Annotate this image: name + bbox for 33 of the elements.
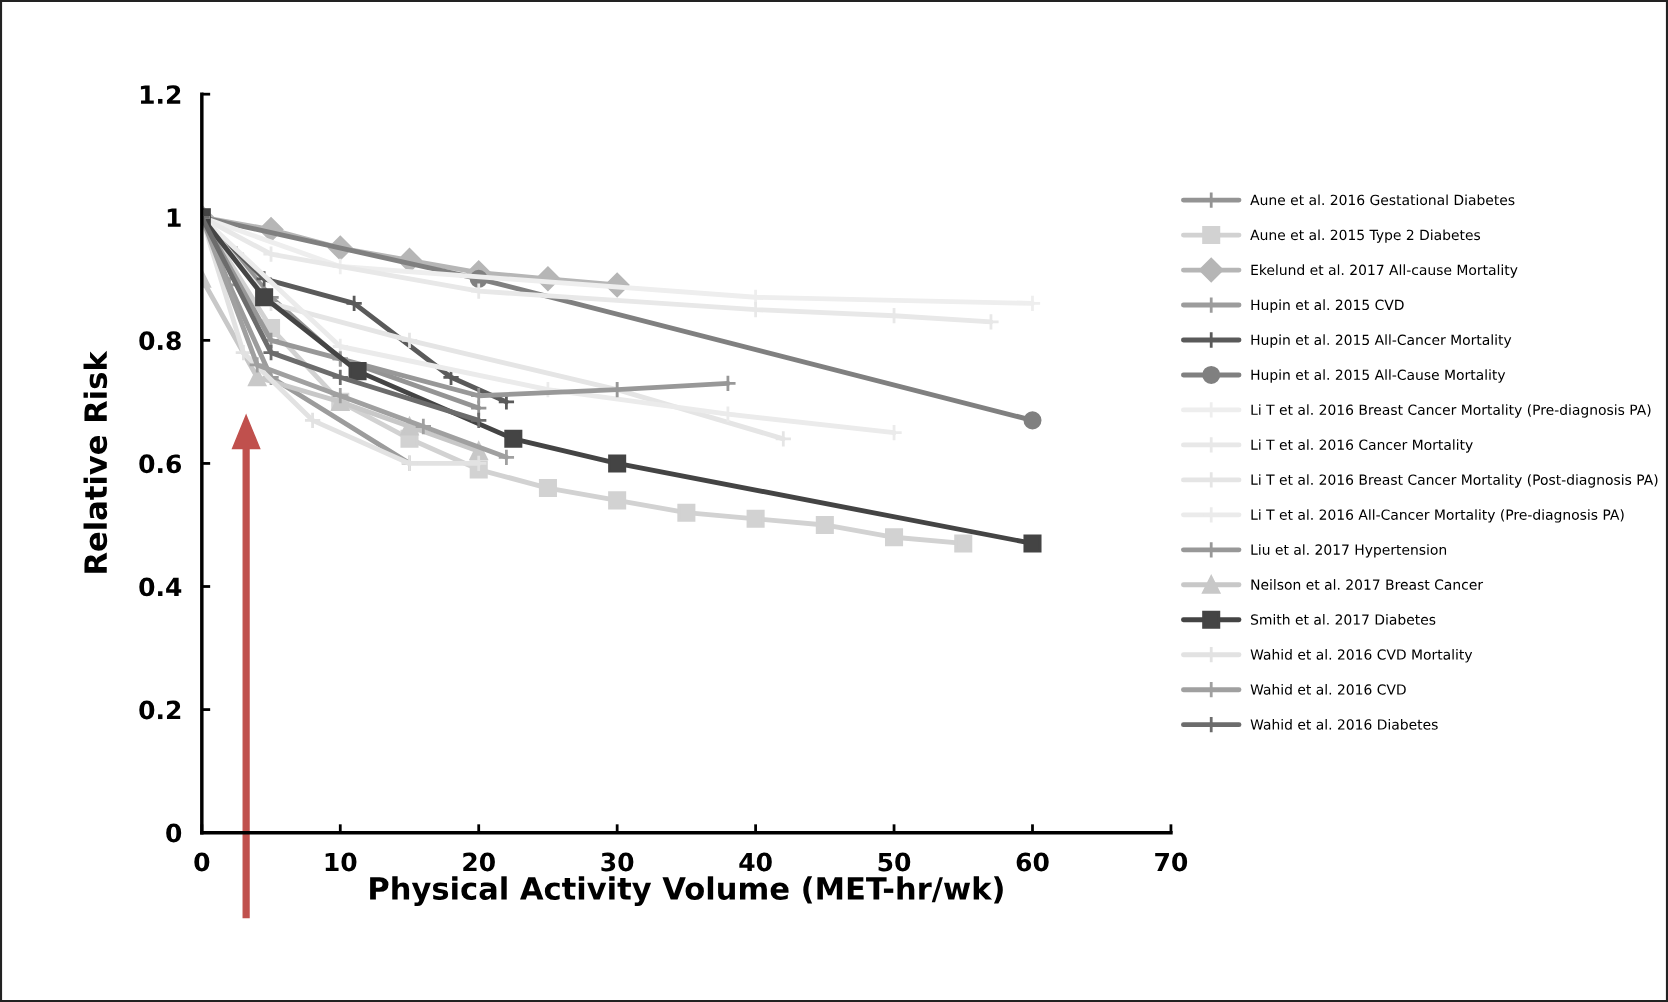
y-tick-label: 0 xyxy=(166,823,182,843)
x-axis-title: Physical Activity Volume (MET-hr/wk) xyxy=(370,876,1003,907)
y-tick-label: 0.2 xyxy=(139,700,181,720)
x-tick-label: 70 xyxy=(1155,852,1188,872)
legend-label: Ekelund et al. 2017 All-cause Mortality xyxy=(1251,264,1518,278)
x-tick-label: 10 xyxy=(325,852,357,872)
legend-label: Wahid et al. 2016 CVD xyxy=(1250,684,1406,695)
legend-label: Neilson et al. 2017 Breast Cancer xyxy=(1251,579,1484,590)
legend-label: Aune et al. 2016 Gestational Diabetes xyxy=(1250,194,1515,206)
legend-label: Hupin et al. 2015 All-Cause Mortality xyxy=(1251,369,1506,383)
legend-label: Wahid et al. 2016 CVD Mortality xyxy=(1250,649,1473,663)
x-tick-label: 40 xyxy=(739,852,772,872)
legend-label: Li T et al. 2016 Breast Cancer Mortality (Post-diagnosis PA) xyxy=(1251,474,1658,488)
legend-label: Li T et al. 2016 All-Cancer Mortality (Pre-diagnosis PA) xyxy=(1251,509,1624,523)
x-tick-label: 50 xyxy=(878,852,911,872)
legend-label: Smith et al. 2017 Diabetes xyxy=(1251,614,1436,625)
legend-label: Liu et al. 2017 Hypertension xyxy=(1251,544,1447,558)
x-tick-label: 20 xyxy=(463,852,495,872)
legend-label: Hupin et al. 2015 All-Cancer Mortality xyxy=(1251,334,1512,348)
legend-label: Li T et al. 2016 Cancer Mortality xyxy=(1251,439,1473,453)
y-tick-label: 0.4 xyxy=(139,577,182,597)
x-tick-label: 60 xyxy=(1016,852,1049,872)
y-tick-label: 0.8 xyxy=(139,331,181,351)
y-tick-label: 0.6 xyxy=(139,454,182,474)
legend-label: Hupin et al. 2015 CVD xyxy=(1251,299,1404,313)
legend-label: Li T et al. 2016 Breast Cancer Mortality (Pre-diagnosis PA) xyxy=(1251,404,1651,418)
y-tick-label: 1 xyxy=(167,208,181,227)
x-tick-label: 30 xyxy=(601,852,634,872)
y-tick-label: 1.2 xyxy=(140,85,181,104)
y-axis-title: Relative Risk xyxy=(83,350,108,573)
x-tick-label: 0 xyxy=(194,852,210,872)
legend-label: Aune et al. 2015 Type 2 Diabetes xyxy=(1250,229,1481,243)
legend-label: Wahid et al. 2016 Diabetes xyxy=(1250,718,1438,730)
